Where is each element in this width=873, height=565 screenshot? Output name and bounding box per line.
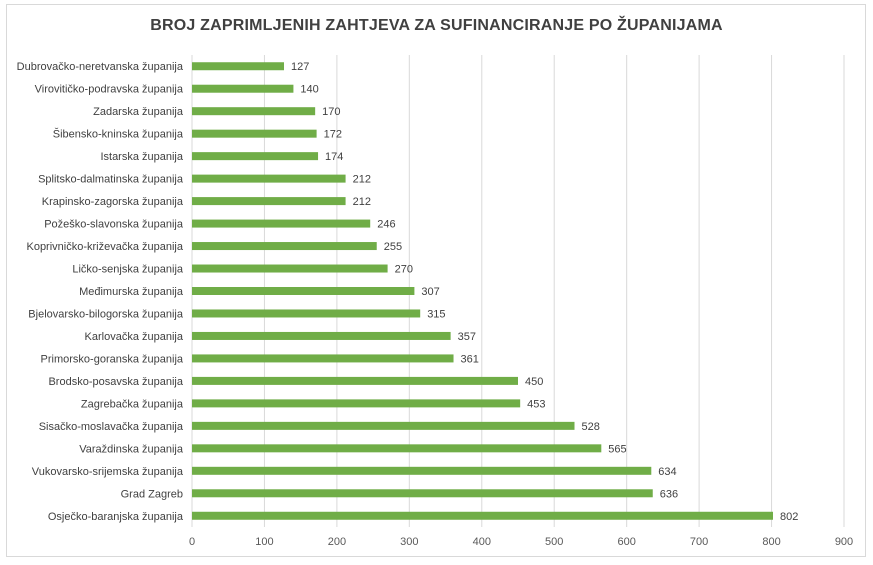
value-label: 172: [324, 129, 342, 141]
bar: [192, 219, 371, 228]
value-label: 802: [780, 511, 798, 523]
value-label: 634: [658, 466, 676, 478]
value-label: 212: [353, 196, 371, 208]
value-label: 528: [582, 421, 600, 433]
bar: [192, 399, 521, 408]
bar: [192, 264, 388, 273]
value-label: 140: [300, 84, 318, 96]
category-label: Požeško-slavonska županija: [44, 219, 184, 231]
category-label: Brodsko-posavska županija: [48, 376, 183, 388]
category-label: Splitsko-dalmatinska županija: [38, 174, 184, 186]
x-tick-label: 700: [690, 536, 708, 548]
category-label: Međimurska županija: [79, 286, 184, 298]
value-label: 174: [325, 151, 343, 163]
category-label: Osječko-baranjska županija: [48, 511, 184, 523]
chart-frame: [6, 4, 866, 557]
x-tick-label: 800: [762, 536, 780, 548]
category-label: Primorsko-goranska županija: [41, 353, 184, 365]
bar: [192, 129, 317, 138]
bar: [192, 421, 575, 430]
bar: [192, 444, 602, 453]
category-label: Karlovačka županija: [85, 331, 184, 343]
category-label: Zadarska županija: [93, 106, 184, 118]
bar: [192, 152, 319, 161]
value-label: 315: [427, 308, 445, 320]
category-label: Zagrebačka županija: [81, 398, 184, 410]
bar: [192, 376, 518, 385]
x-tick-label: 400: [473, 536, 491, 548]
value-label: 636: [660, 488, 678, 500]
x-tick-label: 200: [328, 536, 346, 548]
value-label: 270: [395, 264, 413, 276]
x-tick-label: 300: [400, 536, 418, 548]
bar: [192, 287, 415, 295]
value-label: 212: [353, 174, 371, 186]
x-tick-label: 100: [255, 536, 273, 548]
value-label: 246: [377, 219, 395, 231]
value-label: 255: [384, 241, 402, 253]
category-label: Vukovarsko-srijemska županija: [32, 466, 184, 478]
category-label: Ličko-senjska županija: [72, 264, 184, 276]
value-label: 127: [291, 61, 309, 73]
bar: [192, 107, 316, 116]
bar: [192, 174, 346, 183]
value-label: 170: [322, 106, 340, 118]
bar: [192, 197, 346, 206]
bar: [192, 489, 653, 498]
bar: [192, 309, 421, 318]
x-tick-label: 900: [835, 536, 853, 548]
bar: [192, 84, 294, 93]
bar: [192, 354, 454, 363]
value-label: 307: [421, 286, 439, 298]
category-label: Koprivničko-križevačka županija: [26, 241, 183, 253]
x-tick-label: 500: [545, 536, 563, 548]
value-label: 450: [525, 376, 543, 388]
value-label: 357: [458, 331, 476, 343]
bar: [192, 62, 285, 71]
category-label: Šibensko-kninska županija: [53, 128, 184, 141]
category-label: Varaždinska županija: [79, 443, 184, 455]
category-label: Virovitičko-podravska županija: [35, 84, 184, 96]
value-label: 361: [461, 353, 479, 365]
x-tick-label: 0: [189, 536, 195, 548]
bar: [192, 511, 774, 520]
category-label: Bjelovarsko-bilogorska županija: [28, 308, 184, 320]
value-label: 453: [527, 398, 545, 410]
category-label: Sisačko-moslavačka županija: [39, 421, 184, 433]
category-label: Istarska županija: [100, 151, 183, 163]
category-label: Grad Zagreb: [121, 488, 183, 500]
bar: [192, 466, 652, 475]
bar: [192, 242, 377, 251]
bar: [192, 331, 451, 340]
x-tick-label: 600: [617, 536, 635, 548]
category-label: Krapinsko-zagorska županija: [42, 196, 184, 208]
category-label: Dubrovačko-neretvanska županija: [17, 61, 184, 73]
chart-title: BROJ ZAPRIMLJENIH ZAHTJEVA ZA SUFINANCIR…: [150, 17, 723, 34]
value-label: 565: [608, 443, 626, 455]
